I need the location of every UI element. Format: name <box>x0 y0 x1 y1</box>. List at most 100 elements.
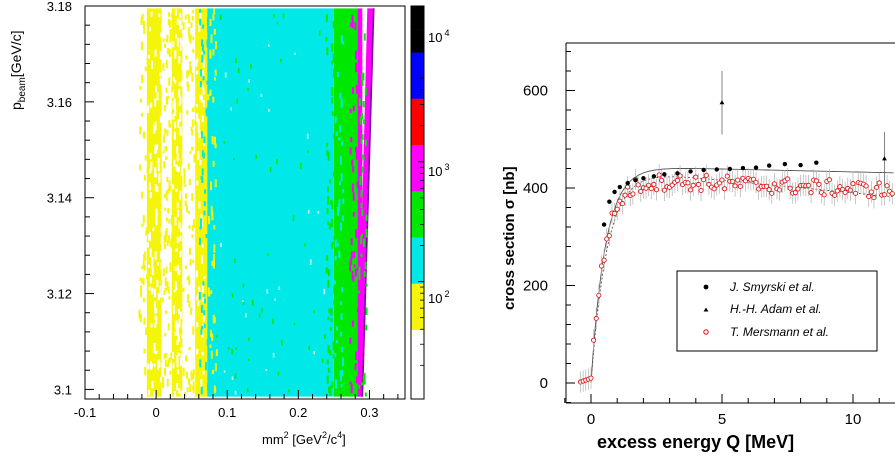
speckle-542 <box>334 239 337 248</box>
speckle-621 <box>340 313 343 320</box>
speckle-585 <box>340 331 343 337</box>
speckle-626 <box>333 286 336 294</box>
speckle-135 <box>160 227 163 233</box>
speckle-346 <box>186 277 189 281</box>
speckle-634 <box>355 351 358 360</box>
legend-label-smyrski: J. Smyrski et al. <box>729 280 815 294</box>
speckle-93 <box>169 28 172 37</box>
mersmann-point-66 <box>750 176 756 182</box>
speckle-531 <box>207 94 210 101</box>
speckle-544 <box>325 37 328 42</box>
speckle-358 <box>175 320 178 329</box>
cross-section-frame <box>565 42 895 404</box>
speckle-598 <box>338 250 341 259</box>
heatmap-x-axis-label: mm2 [GeV2/c4] <box>262 430 346 447</box>
speckle-589 <box>332 341 335 351</box>
speckle-748 <box>273 13 275 18</box>
smyrski-point-7 <box>651 174 657 179</box>
legend-marker-adam <box>703 307 709 312</box>
speckle-58 <box>141 223 144 227</box>
speckle-322 <box>189 61 192 65</box>
mersmann-point-87 <box>805 182 811 188</box>
speckle-44 <box>148 231 151 241</box>
speckle-201 <box>179 190 182 195</box>
cross-section-x-tick-1: 5 <box>718 411 726 428</box>
speckle-729 <box>234 258 236 264</box>
speckle-120 <box>154 183 157 192</box>
adam-point-0 <box>719 100 725 105</box>
speckle-632 <box>353 264 356 268</box>
speckle-721 <box>293 322 296 326</box>
speckle-487 <box>203 136 206 144</box>
speckle-72 <box>143 25 146 35</box>
speckle-324 <box>178 82 181 87</box>
speckle-556 <box>328 308 331 314</box>
speckle-555 <box>341 215 344 222</box>
speckle-386 <box>196 348 199 355</box>
fit-curve-dotted <box>590 176 894 384</box>
mersmann-point-74 <box>771 181 777 187</box>
speckle-224 <box>173 391 176 399</box>
mersmann-point-9 <box>601 257 607 263</box>
speckle-468 <box>206 17 209 26</box>
speckle-755 <box>313 310 315 314</box>
speckle-280 <box>181 224 184 233</box>
colorbar-segment-16 <box>411 6 424 30</box>
mersmann-point-11 <box>606 233 612 239</box>
mersmann-point-30 <box>656 172 662 178</box>
speckle-36 <box>151 380 154 389</box>
speckle-728 <box>274 298 277 301</box>
smyrski-point-5 <box>633 178 638 183</box>
speckle-59 <box>140 18 143 25</box>
speckle-739 <box>282 13 285 19</box>
speckle-528 <box>211 369 214 375</box>
speckle-158 <box>166 240 169 247</box>
speckle-125 <box>161 146 164 152</box>
speckle-741 <box>277 371 280 376</box>
speckle-559 <box>338 137 341 141</box>
speckle-211 <box>173 305 176 315</box>
speckle-756 <box>324 334 326 339</box>
speckle-612 <box>331 200 334 210</box>
speckle-118 <box>160 238 163 244</box>
speckle-70 <box>143 254 146 261</box>
speckle-720 <box>232 157 235 161</box>
speckle-131 <box>161 131 164 137</box>
speckle-726 <box>248 337 250 342</box>
speckle-83 <box>142 20 145 28</box>
speckle-287 <box>181 30 184 34</box>
mersmann-point-61 <box>737 183 743 189</box>
speckle-286 <box>190 373 193 381</box>
speckle-493 <box>203 310 206 316</box>
adam-point-1 <box>882 156 887 161</box>
speckle-115 <box>165 87 168 93</box>
speckle-405 <box>188 33 191 41</box>
speckle-582 <box>335 340 338 344</box>
speckle-622 <box>333 133 336 139</box>
speckle-541 <box>326 142 329 147</box>
mersmann-point-91 <box>816 181 822 187</box>
speckle-73 <box>140 98 143 103</box>
colorbar-segment-2 <box>411 329 424 354</box>
colorbar-segment-7 <box>411 214 424 238</box>
cross-section-x-tick-0: 0 <box>587 411 595 428</box>
speckle-10 <box>154 323 157 328</box>
speckle-727 <box>234 390 237 395</box>
speckle-411 <box>203 313 206 318</box>
speckle-112 <box>162 63 165 72</box>
speckle-633 <box>350 257 353 265</box>
speckle-333 <box>183 168 186 173</box>
speckle-164 <box>160 363 163 368</box>
speckle-3 <box>145 231 148 236</box>
speckle-410 <box>194 340 197 346</box>
speckle-434 <box>191 146 194 151</box>
speckle-508 <box>210 290 213 294</box>
mersmann-point-46 <box>698 187 704 193</box>
speckle-45 <box>153 125 156 134</box>
speckle-768 <box>224 72 227 78</box>
speckle-614 <box>341 346 344 353</box>
speckle-355 <box>176 146 179 154</box>
mersmann-point-117 <box>884 183 890 189</box>
speckle-533 <box>209 91 212 96</box>
speckle-464 <box>214 363 217 372</box>
